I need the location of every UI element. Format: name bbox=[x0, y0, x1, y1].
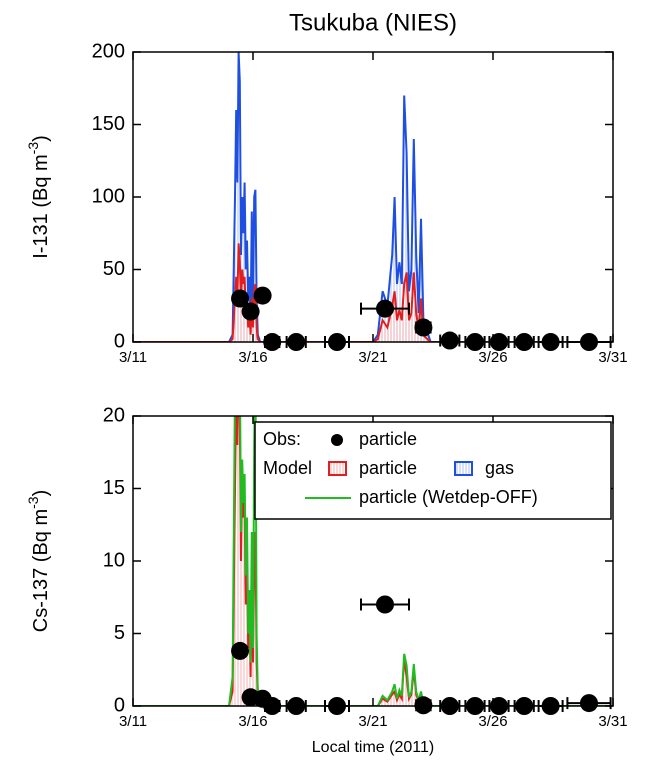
obs-point bbox=[263, 333, 282, 351]
y-tick-label: 100 bbox=[92, 185, 125, 207]
obs-point bbox=[515, 333, 534, 351]
obs-point bbox=[440, 331, 459, 350]
y-tick-label: 0 bbox=[114, 694, 125, 716]
obs-point bbox=[376, 595, 394, 614]
x-tick-label: 3/31 bbox=[598, 713, 627, 730]
area-outline bbox=[133, 52, 613, 342]
x-tick-label: 3/11 bbox=[119, 713, 147, 730]
legend-entry: particle bbox=[359, 429, 417, 449]
x-tick-label: 3/16 bbox=[238, 349, 267, 366]
obs-point bbox=[287, 333, 306, 351]
x-tick-label: 3/11 bbox=[119, 349, 147, 366]
plot-area bbox=[133, 416, 613, 706]
y-tick-label: 0 bbox=[114, 330, 125, 352]
area-outline bbox=[133, 243, 613, 342]
obs-point bbox=[376, 299, 394, 318]
x-axis-label: Local time (2011) bbox=[312, 739, 434, 756]
x-tick-label: 3/21 bbox=[358, 349, 387, 366]
obs-point bbox=[580, 333, 598, 351]
x-tick-label: 3/31 bbox=[598, 349, 627, 366]
legend-label: Model bbox=[263, 458, 312, 478]
y-axis-label-part: -3 bbox=[25, 142, 41, 155]
obs-point bbox=[241, 302, 260, 321]
obs-point bbox=[231, 289, 250, 308]
x-tick-label: 3/26 bbox=[478, 349, 507, 366]
y-axis-label-part: I-131 (Bq m bbox=[30, 154, 52, 258]
legend-swatch bbox=[328, 461, 347, 476]
y-tick-label: 200 bbox=[92, 40, 125, 62]
plot-frame bbox=[132, 51, 614, 343]
area-outline bbox=[133, 416, 613, 706]
y-tick-label: 10 bbox=[103, 549, 125, 571]
legend-entry: gas bbox=[485, 458, 514, 478]
legend-swatch bbox=[454, 461, 473, 476]
obs-point bbox=[414, 318, 433, 337]
obs-point bbox=[253, 286, 272, 305]
legend-entry: particle (Wetdep-OFF) bbox=[359, 487, 538, 507]
obs-point bbox=[490, 333, 508, 351]
obs-point bbox=[466, 333, 484, 351]
y-axis-label: Cs-137 (Bq m-3) bbox=[25, 490, 53, 633]
legend-label: Obs: bbox=[263, 429, 301, 449]
area-fill bbox=[133, 52, 613, 342]
x-tick-label: 3/21 bbox=[358, 713, 387, 730]
line bbox=[133, 416, 613, 706]
legend-dot bbox=[331, 434, 343, 446]
y-tick-label: 150 bbox=[92, 113, 125, 135]
obs-point bbox=[231, 641, 250, 660]
y-axis-label: I-131 (Bq m-3) bbox=[25, 135, 53, 259]
legend-entry: particle bbox=[359, 458, 417, 478]
y-tick-label: 5 bbox=[114, 622, 125, 644]
plot-area bbox=[133, 52, 613, 342]
obs-point bbox=[580, 694, 598, 713]
y-tick-label: 20 bbox=[103, 404, 125, 426]
y-tick-label: 15 bbox=[103, 477, 125, 499]
x-tick-label: 3/26 bbox=[478, 713, 507, 730]
y-axis-label-part: ) bbox=[30, 490, 52, 497]
y-axis-label-part: -3 bbox=[25, 496, 41, 509]
obs-point bbox=[328, 333, 346, 351]
chart-title: Tsukuba (NIES) bbox=[289, 9, 457, 36]
y-axis-label-part: Cs-137 (Bq m bbox=[30, 509, 52, 632]
y-axis-label-part: ) bbox=[30, 135, 52, 142]
obs-point bbox=[541, 333, 560, 351]
x-tick-label: 3/16 bbox=[238, 713, 267, 730]
legend-box bbox=[254, 421, 612, 520]
area-fill bbox=[133, 416, 613, 706]
y-tick-label: 50 bbox=[103, 258, 125, 280]
area-fill bbox=[133, 243, 613, 342]
